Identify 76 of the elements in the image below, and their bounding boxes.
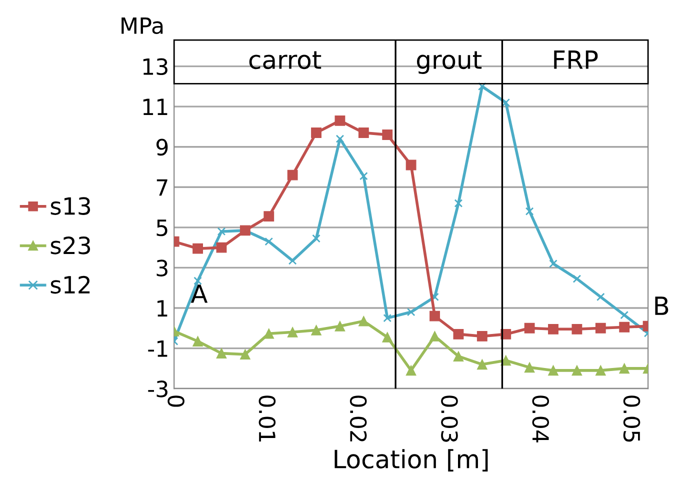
point	[194, 276, 202, 285]
y-tick-label: 1	[158, 300, 168, 316]
x-tick-label: 0	[168, 396, 184, 407]
point	[287, 326, 298, 338]
text: B	[655, 296, 668, 315]
x-tick-label: 0.05	[623, 396, 640, 442]
point	[549, 260, 558, 268]
point	[619, 363, 630, 374]
y-tick-label: 7	[156, 179, 168, 196]
point	[359, 172, 368, 180]
point	[453, 351, 464, 362]
point	[192, 336, 203, 346]
annotation: FRP	[554, 50, 598, 69]
y-axis-title: MPa	[122, 18, 163, 34]
point	[311, 324, 322, 336]
point	[572, 274, 582, 283]
point	[406, 308, 416, 316]
point	[476, 359, 488, 370]
point	[334, 320, 346, 332]
point	[358, 316, 369, 326]
point	[406, 160, 416, 170]
legend-label: s13	[50, 197, 90, 215]
point	[406, 365, 416, 376]
point	[525, 207, 534, 216]
point	[382, 130, 393, 140]
x-tick-label: 0.03	[441, 396, 458, 442]
point	[216, 242, 227, 253]
point	[288, 256, 297, 265]
point	[312, 234, 320, 243]
point	[572, 324, 582, 334]
point	[476, 330, 488, 342]
point	[524, 322, 535, 334]
point	[619, 322, 630, 332]
point	[240, 349, 250, 360]
point	[548, 365, 558, 376]
point	[595, 365, 606, 376]
point	[595, 322, 606, 334]
annotation: carrot	[249, 51, 322, 70]
y-tick-label: -3	[148, 380, 168, 398]
point	[311, 128, 322, 138]
point	[264, 328, 274, 339]
y-tick-label: 13	[143, 58, 168, 76]
x-tick-label: 0.04	[532, 396, 550, 442]
annotation: grout	[417, 51, 482, 74]
point	[192, 243, 203, 254]
point	[454, 199, 463, 208]
point	[430, 310, 440, 322]
point	[264, 211, 274, 222]
point	[453, 328, 464, 340]
point	[336, 134, 344, 143]
x-tick-label: 0.01	[258, 396, 276, 442]
point	[216, 348, 227, 359]
point	[382, 332, 393, 342]
legend-label: s12	[50, 276, 90, 294]
y-tick-label: 3	[156, 260, 168, 276]
y-tick-label: 9	[156, 138, 168, 156]
point	[430, 330, 440, 342]
point	[383, 314, 392, 322]
y-tick-label: 11	[143, 98, 168, 116]
x-tick-label: 0.02	[350, 396, 367, 442]
point	[478, 82, 486, 91]
point	[548, 324, 558, 334]
point	[572, 365, 582, 376]
point	[217, 227, 226, 236]
point	[334, 115, 346, 126]
x-axis-title: Location [m]	[334, 449, 488, 472]
point	[358, 128, 369, 138]
legend-label: s23	[50, 236, 90, 254]
y-tick-label: -1	[148, 340, 168, 357]
point	[620, 310, 629, 320]
point	[524, 362, 535, 373]
point	[596, 292, 605, 302]
y-tick-label: 5	[156, 220, 168, 236]
point	[500, 355, 512, 366]
point	[264, 237, 274, 246]
point	[287, 170, 298, 180]
